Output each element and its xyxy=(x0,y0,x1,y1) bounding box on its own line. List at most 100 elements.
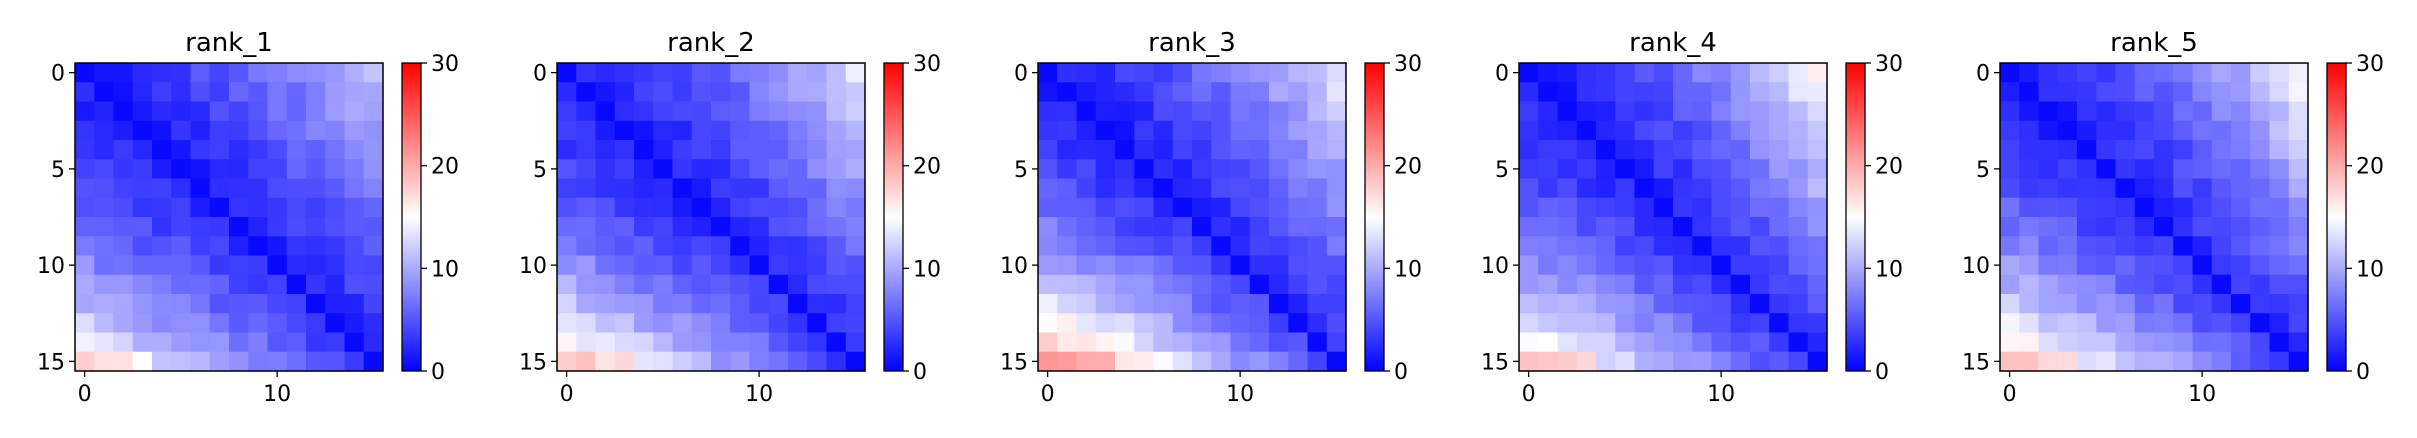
heatmap-cell xyxy=(807,159,828,180)
heatmap-cell xyxy=(845,351,866,372)
heatmap-cell xyxy=(2134,236,2155,257)
heatmap-cell xyxy=(749,294,770,314)
heatmap-cell xyxy=(1692,63,1713,83)
heatmap-cell xyxy=(1730,140,1751,160)
heatmap-cell xyxy=(209,140,230,160)
heatmap-cell xyxy=(1807,236,1828,257)
heatmap-cell xyxy=(132,178,153,199)
heatmap-cell xyxy=(286,217,307,237)
heatmap-cell xyxy=(2115,101,2136,122)
heatmap-cell xyxy=(1615,82,1636,103)
heatmap-cell xyxy=(1730,63,1751,83)
heatmap-cell xyxy=(1576,217,1597,237)
heatmap-cell xyxy=(634,236,654,257)
colorbar xyxy=(2326,62,2347,372)
heatmap-cell xyxy=(1807,313,1828,334)
heatmap-cell xyxy=(614,294,635,314)
heatmap-cell xyxy=(2077,236,2097,257)
heatmap-cell xyxy=(2096,159,2117,180)
heatmap-cell xyxy=(1711,332,1732,353)
heatmap-cell xyxy=(845,159,866,180)
heatmap-cell xyxy=(2019,120,2040,141)
heatmap-cell xyxy=(1730,313,1751,334)
heatmap-cell xyxy=(749,332,770,353)
heatmap-cell xyxy=(1172,197,1193,218)
heatmap-cell xyxy=(826,332,847,353)
heatmap-cell xyxy=(94,313,115,334)
heatmap-cell xyxy=(1750,255,1770,276)
heatmap-cell xyxy=(1269,82,1289,103)
heatmap-cell xyxy=(845,82,866,103)
heatmap-cell xyxy=(267,236,288,257)
heatmap-cell xyxy=(1076,217,1097,237)
heatmap-cell xyxy=(132,351,153,372)
heatmap-cell xyxy=(711,255,731,276)
heatmap-cell xyxy=(2173,313,2194,334)
heatmap-cell xyxy=(229,120,249,141)
heatmap-cell xyxy=(113,236,134,257)
heatmap-cell xyxy=(1172,82,1193,103)
heatmap-cell xyxy=(94,351,115,372)
heatmap-cell xyxy=(2134,351,2155,372)
heatmap-cell xyxy=(634,217,654,237)
heatmap-cell xyxy=(557,351,577,372)
heatmap-cell xyxy=(363,332,384,353)
heatmap-cell xyxy=(2019,236,2040,257)
heatmap-cell xyxy=(344,294,365,314)
heatmap-cell xyxy=(1153,159,1174,180)
heatmap-cell xyxy=(2173,332,2194,353)
heatmap-cell xyxy=(595,101,616,122)
heatmap-cell xyxy=(2250,63,2271,83)
heatmap-cell xyxy=(1134,82,1155,103)
x-tick-label: 10 xyxy=(1707,382,1735,407)
heatmap-cell xyxy=(267,197,288,218)
heatmap-cell xyxy=(1134,351,1155,372)
heatmap-cell xyxy=(2019,140,2040,160)
heatmap-cell xyxy=(1730,274,1751,295)
heatmap-cell xyxy=(1288,274,1309,295)
heatmap-cell xyxy=(1634,63,1655,83)
heatmap-cell xyxy=(1576,197,1597,218)
heatmap-cell xyxy=(132,313,153,334)
heatmap-cell xyxy=(576,63,597,83)
heatmap-cell xyxy=(1153,178,1174,199)
heatmap-cell xyxy=(1711,140,1732,160)
heatmap-cell xyxy=(2173,63,2194,83)
heatmap-cell xyxy=(1192,140,1212,160)
heatmap-cell xyxy=(267,274,288,295)
y-tick-label: 10 xyxy=(1481,254,1509,279)
heatmap-cell xyxy=(691,120,712,141)
heatmap-cell xyxy=(325,101,346,122)
heatmap-cell xyxy=(2154,294,2174,314)
heatmap-cell xyxy=(1730,101,1751,122)
heatmap-cell xyxy=(1172,236,1193,257)
y-tick-label: 10 xyxy=(519,254,547,279)
heatmap-cell xyxy=(1134,255,1155,276)
heatmap-cell xyxy=(2211,236,2232,257)
heatmap-cell xyxy=(1095,274,1116,295)
heatmap-cell xyxy=(2057,120,2078,141)
heatmap-cell xyxy=(2288,294,2309,314)
heatmap-cell xyxy=(229,197,249,218)
heatmap-cell xyxy=(325,332,346,353)
heatmap-cell xyxy=(2269,159,2290,180)
heatmap-cell xyxy=(614,120,635,141)
heatmap-cell xyxy=(1653,120,1674,141)
heatmap-cell xyxy=(113,351,134,372)
heatmap-cell xyxy=(1673,140,1693,160)
heatmap-cell xyxy=(2211,274,2232,295)
heatmap-cell xyxy=(576,294,597,314)
heatmap-cell xyxy=(614,140,635,160)
heatmap-cell xyxy=(1634,294,1655,314)
x-tick-label: 10 xyxy=(2188,382,2216,407)
heatmap-cell xyxy=(132,255,153,276)
heatmap-cell xyxy=(171,274,192,295)
heatmap-cell xyxy=(1750,140,1770,160)
axes-frame xyxy=(1999,62,2309,372)
heatmap-cell xyxy=(2250,313,2271,334)
heatmap-cell xyxy=(1769,101,1790,122)
heatmap-cell xyxy=(2096,217,2117,237)
heatmap-cell xyxy=(267,217,288,237)
heatmap-cell xyxy=(2057,274,2078,295)
heatmap-cell xyxy=(2269,351,2290,372)
